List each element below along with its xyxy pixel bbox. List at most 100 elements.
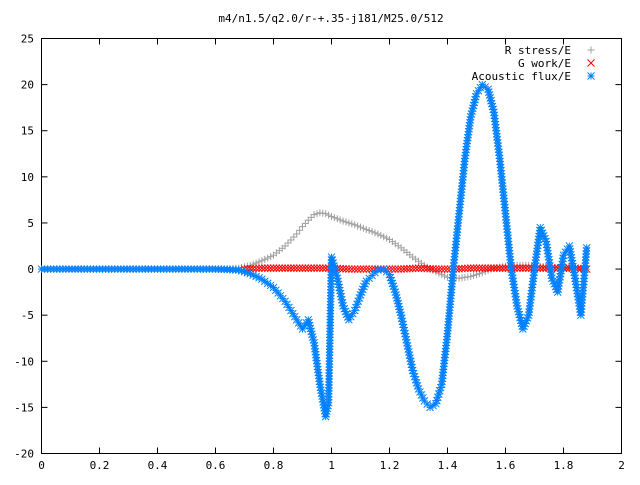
data-point xyxy=(267,253,275,261)
chart-title: m4/n1.5/q2.0/r-+.35-j181/M25.0/512 xyxy=(218,12,443,25)
y-tick-label: 10 xyxy=(21,171,34,184)
data-point xyxy=(325,211,333,219)
data-point xyxy=(490,264,498,272)
data-point xyxy=(281,242,289,250)
data-point xyxy=(348,220,356,228)
data-point xyxy=(292,264,301,272)
data-point xyxy=(463,264,472,273)
data-point xyxy=(264,254,272,262)
data-point xyxy=(473,271,480,279)
data-point xyxy=(307,327,316,336)
x-tick-label: 1.4 xyxy=(438,459,458,472)
data-point xyxy=(266,264,275,272)
y-tick-label: 15 xyxy=(21,125,34,138)
x-tick-label: 0 xyxy=(38,459,45,472)
data-point xyxy=(260,264,269,272)
data-point xyxy=(313,264,321,272)
legend-label: G work/E xyxy=(518,57,571,70)
data-point xyxy=(345,219,353,227)
x-tick-label: 1.2 xyxy=(380,459,400,472)
data-point xyxy=(441,272,449,280)
data-point xyxy=(516,264,524,272)
x-tick-label: 2 xyxy=(618,459,625,472)
data-point xyxy=(423,264,432,273)
data-point xyxy=(400,265,408,273)
data-point xyxy=(299,223,306,231)
data-point xyxy=(458,264,466,273)
data-point xyxy=(295,264,304,272)
data-point xyxy=(287,264,295,272)
data-point xyxy=(296,226,304,234)
data-point xyxy=(397,265,405,273)
data-point xyxy=(461,264,469,273)
data-point xyxy=(403,264,411,273)
data-point xyxy=(386,273,395,282)
data-point xyxy=(432,265,440,273)
x-tick-label: 0.6 xyxy=(206,459,226,472)
data-point xyxy=(354,222,362,230)
data-point xyxy=(469,264,478,272)
data-point xyxy=(414,264,423,272)
data-point xyxy=(429,265,437,273)
y-tick-label: 5 xyxy=(27,217,34,230)
data-point xyxy=(394,265,403,273)
data-point xyxy=(440,265,449,273)
data-point xyxy=(478,264,487,272)
data-point xyxy=(304,264,313,272)
data-point xyxy=(328,212,335,220)
data-point xyxy=(417,264,426,273)
data-point xyxy=(470,272,478,280)
data-point xyxy=(408,363,416,372)
data-point xyxy=(380,233,388,241)
data-point xyxy=(339,217,347,225)
data-point xyxy=(336,289,345,298)
data-point xyxy=(258,264,266,272)
data-point xyxy=(269,264,278,272)
data-point xyxy=(374,230,382,238)
data-point xyxy=(405,264,414,273)
data-point xyxy=(362,265,371,273)
data-point xyxy=(284,239,292,247)
data-point xyxy=(310,211,318,219)
data-point xyxy=(521,264,530,272)
data-point xyxy=(365,265,374,273)
data-point xyxy=(434,265,443,273)
data-point xyxy=(383,234,391,242)
data-point xyxy=(498,264,507,272)
data-point xyxy=(333,274,342,283)
data-point xyxy=(342,265,350,273)
data-point xyxy=(322,210,330,218)
y-tick-label: 25 xyxy=(21,33,34,46)
data-point xyxy=(336,216,344,224)
data-point xyxy=(350,265,359,273)
data-point xyxy=(289,264,298,272)
data-point xyxy=(417,391,426,399)
data-point xyxy=(420,264,429,273)
data-point xyxy=(539,264,548,272)
data-point xyxy=(423,263,431,271)
data-point xyxy=(287,236,295,244)
data-point xyxy=(281,264,289,272)
series-2 xyxy=(37,80,591,421)
y-tick-label: 0 xyxy=(27,263,34,276)
data-point xyxy=(278,264,287,272)
data-point xyxy=(435,269,443,277)
data-point xyxy=(255,264,263,273)
data-point xyxy=(395,302,403,311)
y-tick-label: -15 xyxy=(14,401,34,414)
data-point xyxy=(301,264,310,272)
data-point xyxy=(368,228,376,236)
x-tick-label: 1.8 xyxy=(554,459,574,472)
data-point xyxy=(467,272,475,280)
data-point xyxy=(426,264,434,273)
data-point xyxy=(318,264,327,272)
data-point xyxy=(356,265,365,273)
data-point xyxy=(495,264,504,272)
data-point xyxy=(487,264,495,272)
x-tick-label: 0.2 xyxy=(90,459,110,472)
data-point xyxy=(359,224,367,232)
data-point xyxy=(272,264,281,272)
